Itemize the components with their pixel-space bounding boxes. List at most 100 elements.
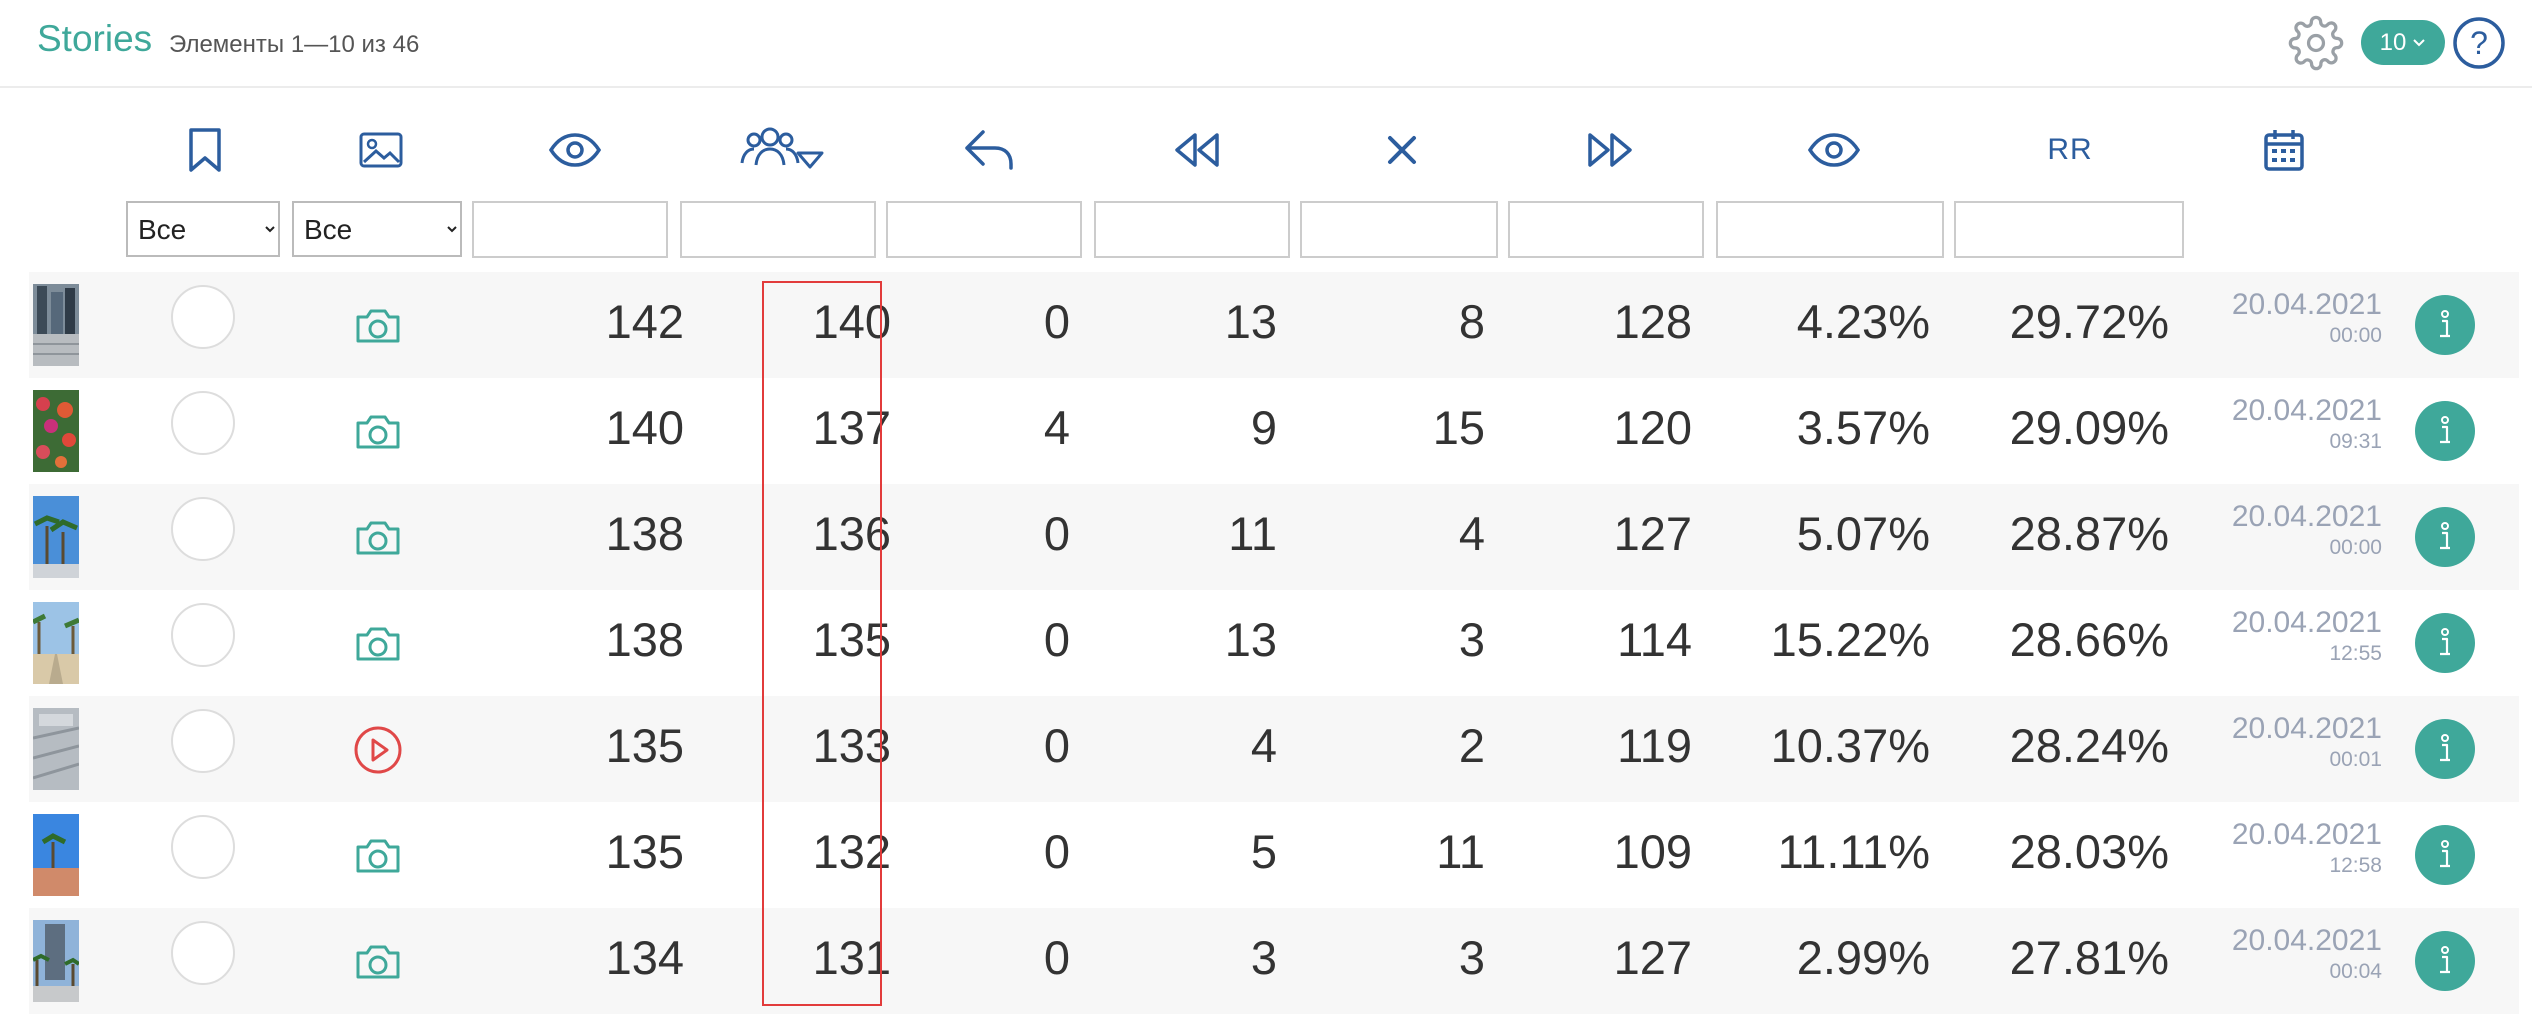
cell-c6: 114 — [1617, 613, 1692, 666]
bookmark-toggle[interactable] — [171, 815, 235, 879]
back-filter-input[interactable] — [1094, 201, 1290, 258]
cell-c2: 135 — [812, 613, 891, 666]
table-row[interactable]: 134 131 0 3 3 127 2.99% 27.81% 20.04.2021 00:04 — [29, 908, 2519, 1014]
eye-icon[interactable] — [1806, 124, 1862, 176]
info-button[interactable] — [2415, 719, 2475, 779]
per-page-dropdown[interactable]: 10 — [2361, 20, 2445, 65]
bookmark-toggle[interactable] — [171, 603, 235, 667]
publish-date: 20.04.2021 00:04 — [2207, 924, 2382, 986]
reply-icon[interactable] — [963, 124, 1015, 176]
users-filter-icon[interactable] — [738, 124, 824, 176]
info-icon — [2440, 310, 2450, 338]
cell-c7: 2.99% — [1796, 931, 1930, 984]
date-value: 20.04.2021 — [2231, 288, 2382, 321]
bookmark-toggle[interactable] — [171, 391, 235, 455]
calendar-icon[interactable] — [2262, 124, 2306, 176]
cell-c8: 29.72% — [2009, 295, 2169, 348]
date-value: 20.04.2021 — [2231, 712, 2382, 745]
gear-icon[interactable] — [2288, 15, 2344, 71]
eye-icon[interactable] — [547, 124, 603, 176]
publish-date: 20.04.2021 00:00 — [2207, 500, 2382, 562]
cell-c2: 140 — [812, 295, 891, 348]
reach-filter-input[interactable] — [680, 201, 876, 258]
bookmark-toggle[interactable] — [171, 921, 235, 985]
bookmark-filter-select[interactable]: Все — [126, 201, 280, 257]
story-thumbnail[interactable] — [33, 496, 79, 578]
cell-c7: 5.07% — [1796, 507, 1930, 560]
story-thumbnail[interactable] — [33, 602, 79, 684]
info-button[interactable] — [2415, 401, 2475, 461]
bookmark-toggle[interactable] — [171, 709, 235, 773]
cell-c5: 8 — [1458, 295, 1485, 348]
cell-c1: 138 — [605, 613, 684, 666]
table-row[interactable]: 135 132 0 5 11 109 11.11% 28.03% 20.04.2021 12:58 — [29, 802, 2519, 908]
bookmark-toggle[interactable] — [171, 285, 235, 349]
date-value: 20.04.2021 — [2231, 818, 2382, 851]
cell-c1: 142 — [605, 295, 684, 348]
cell-c4: 4 — [1250, 719, 1277, 772]
cell-c4: 11 — [1228, 507, 1277, 560]
table-row[interactable]: 142 140 0 13 8 128 4.23% 29.72% 20.04.2021 00:00 — [29, 272, 2519, 378]
cell-c3: 0 — [1043, 507, 1070, 560]
cell-c2: 133 — [812, 719, 891, 772]
exits-filter-input[interactable] — [1300, 201, 1498, 258]
image-icon[interactable] — [355, 124, 407, 176]
help-icon[interactable]: ? — [2452, 16, 2506, 70]
forward-filter-input[interactable] — [1508, 201, 1704, 258]
info-icon — [2440, 734, 2450, 762]
time-value: 09:31 — [2329, 430, 2382, 453]
table-row[interactable]: 140 137 4 9 15 120 3.57% 29.09% 20.04.2021 09:31 — [29, 378, 2519, 484]
info-button[interactable] — [2415, 931, 2475, 991]
rewind-icon[interactable] — [1173, 124, 1221, 176]
story-thumbnail[interactable] — [33, 920, 79, 1002]
media-type-filter-select[interactable]: Все — [292, 201, 462, 257]
info-button[interactable] — [2415, 825, 2475, 885]
camera-icon — [352, 406, 404, 458]
table-row[interactable]: 138 135 0 13 3 114 15.22% 28.66% 20.04.2021 12:55 — [29, 590, 2519, 696]
replies-filter-input[interactable] — [886, 201, 1082, 258]
info-button[interactable] — [2415, 613, 2475, 673]
camera-icon — [352, 512, 404, 564]
story-thumbnail[interactable] — [33, 814, 79, 896]
cell-c4: 9 — [1250, 401, 1277, 454]
cell-c3: 0 — [1043, 931, 1070, 984]
fast-forward-icon[interactable] — [1586, 124, 1634, 176]
cell-c5: 3 — [1458, 613, 1485, 666]
story-thumbnail[interactable] — [33, 390, 79, 472]
rr-filter-input[interactable] — [1954, 201, 2184, 258]
per-page-value: 10 — [2379, 28, 2407, 56]
rr-column-header[interactable]: RR — [2045, 124, 2095, 176]
page-title[interactable]: Stories — [37, 18, 153, 59]
cell-c6: 128 — [1613, 295, 1692, 348]
cell-c7: 10.37% — [1770, 719, 1930, 772]
cell-c4: 13 — [1224, 295, 1277, 348]
info-button[interactable] — [2415, 295, 2475, 355]
camera-icon — [352, 300, 404, 352]
cell-c3: 0 — [1043, 613, 1070, 666]
cell-c5: 11 — [1436, 825, 1485, 878]
close-icon[interactable] — [1385, 124, 1419, 176]
bookmark-toggle[interactable] — [171, 497, 235, 561]
cell-c8: 28.03% — [2009, 825, 2169, 878]
story-thumbnail[interactable] — [33, 284, 79, 366]
cell-c3: 4 — [1043, 401, 1070, 454]
views-filter-input[interactable] — [472, 201, 668, 258]
svg-text:?: ? — [2470, 25, 2488, 61]
publish-date: 20.04.2021 00:00 — [2207, 288, 2382, 350]
publish-date: 20.04.2021 09:31 — [2207, 394, 2382, 456]
view-rate-filter-input[interactable] — [1716, 201, 1944, 258]
cell-c7: 4.23% — [1796, 295, 1930, 348]
cell-c6: 109 — [1613, 825, 1692, 878]
table-row[interactable]: 135 133 0 4 2 119 10.37% 28.24% 20.04.2021 00:01 — [29, 696, 2519, 802]
cell-c1: 135 — [605, 719, 684, 772]
cell-c7: 3.57% — [1796, 401, 1930, 454]
info-icon — [2440, 946, 2450, 974]
page-header: Stories Элементы 1—10 из 46 10 ? — [0, 0, 2532, 88]
rr-label: RR — [2047, 133, 2093, 166]
bookmark-icon[interactable] — [180, 124, 230, 176]
info-icon — [2440, 840, 2450, 868]
story-thumbnail[interactable] — [33, 708, 79, 790]
table-row[interactable]: 138 136 0 11 4 127 5.07% 28.87% 20.04.2021 00:00 — [29, 484, 2519, 590]
info-icon — [2440, 522, 2450, 550]
info-button[interactable] — [2415, 507, 2475, 567]
